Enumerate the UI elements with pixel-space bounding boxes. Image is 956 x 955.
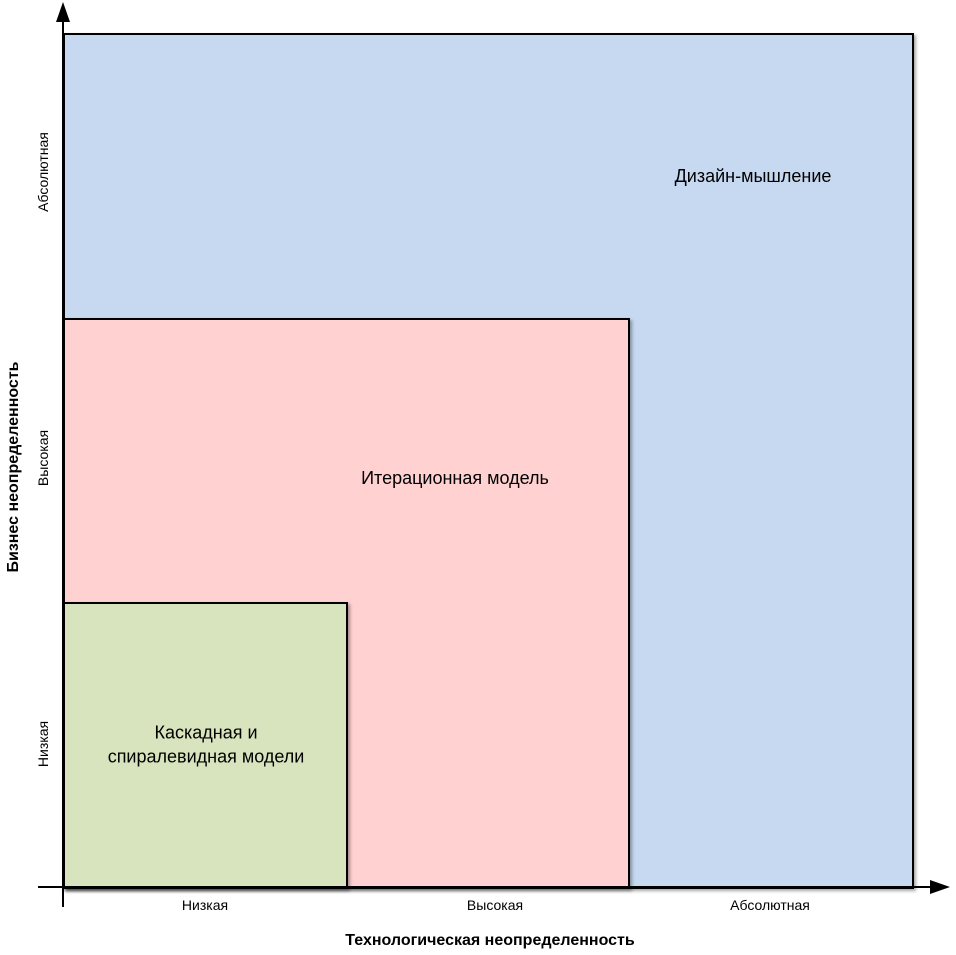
region-label-design-thinking: Дизайн-мышление xyxy=(674,165,832,186)
x-axis-title: Технологическая неопределенность xyxy=(345,932,635,949)
x-tick-absolute: Абсолютная xyxy=(730,897,810,913)
y-tick-absolute: Абсолютная xyxy=(35,132,51,212)
y-tick-low: Низкая xyxy=(35,720,51,768)
x-tick-high: Высокая xyxy=(466,897,524,913)
x-tick-low: Низкая xyxy=(181,897,229,913)
region-waterfall-spiral xyxy=(63,602,348,889)
arrow-up-icon xyxy=(56,2,70,22)
region-label-iterative-model: Итерационная модель xyxy=(361,467,549,488)
arrow-right-icon xyxy=(930,880,950,894)
y-tick-high: Высокая xyxy=(35,429,51,487)
x-axis-line xyxy=(38,886,938,888)
y-axis-title: Бизнес неопределенность xyxy=(5,361,22,573)
region-label-waterfall-spiral: Каскадная и спиралевидная модели xyxy=(107,722,305,767)
y-axis-line xyxy=(62,20,64,907)
